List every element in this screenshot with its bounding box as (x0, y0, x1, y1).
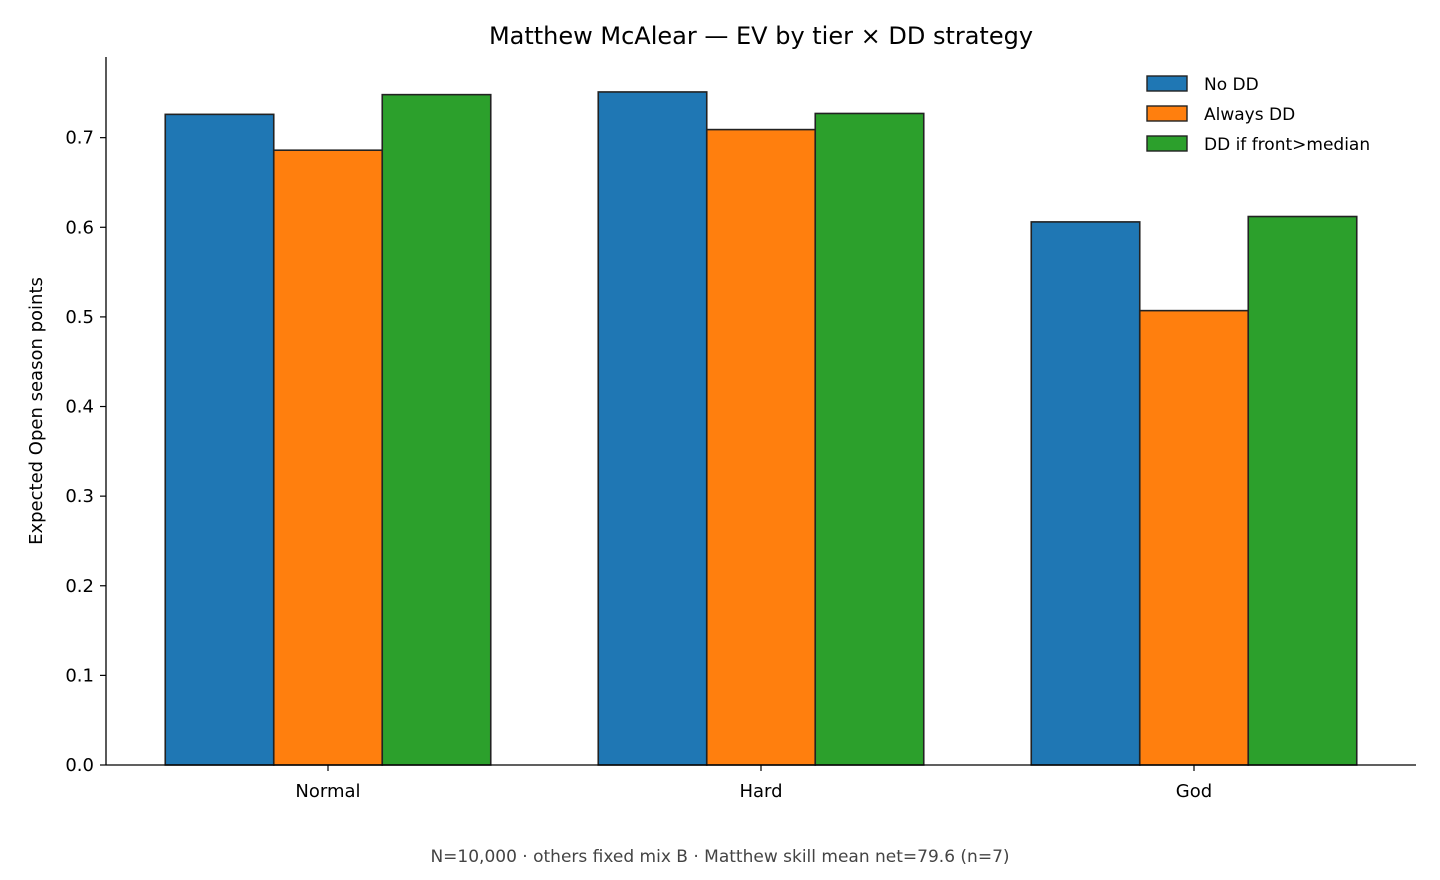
y-tick-label: 0.1 (65, 665, 94, 686)
footnote: N=10,000 · others fixed mix B · Matthew … (430, 847, 1009, 867)
legend-swatch (1146, 75, 1188, 92)
y-tick-label: 0.6 (65, 217, 94, 238)
bar-god-no-dd (1030, 221, 1141, 766)
x-tick-label: God (1176, 781, 1212, 802)
x-tick-label: Hard (739, 781, 782, 802)
bar-hard-dd-if-front-median (814, 112, 925, 766)
bar-normal-always-dd (272, 149, 384, 766)
y-tick-label: 0.3 (65, 486, 94, 507)
legend-swatch (1146, 105, 1188, 122)
y-tick-label: 0.2 (65, 576, 94, 597)
y-ticks: 0.0 0.1 0.2 0.3 0.4 0.5 0.6 0.7 (65, 128, 106, 776)
y-tick-label: 0.4 (65, 397, 94, 418)
bars-group (164, 91, 1358, 766)
bar-hard-no-dd (597, 91, 708, 766)
bar-normal-no-dd (164, 113, 275, 766)
chart-title: Matthew McAlear — EV by tier × DD strate… (489, 22, 1033, 50)
y-tick-label: 0.0 (65, 755, 94, 776)
bar-hard-always-dd (705, 128, 817, 766)
legend-swatch (1146, 135, 1188, 152)
x-tick-label: Normal (295, 781, 360, 802)
legend-label: DD if front>median (1204, 135, 1370, 155)
legend-label: No DD (1204, 75, 1259, 95)
x-ticks: Normal Hard God (295, 765, 1212, 802)
legend-label: Always DD (1204, 105, 1295, 125)
y-tick-label: 0.7 (65, 128, 94, 149)
y-tick-label: 0.5 (65, 307, 94, 328)
bar-normal-dd-if-front-median (381, 93, 492, 766)
bar-god-always-dd (1138, 309, 1250, 766)
y-axis-label: Expected Open season points (26, 277, 47, 545)
legend: No DD Always DD DD if front>median (1146, 75, 1370, 155)
bar-god-dd-if-front-median (1247, 215, 1358, 766)
